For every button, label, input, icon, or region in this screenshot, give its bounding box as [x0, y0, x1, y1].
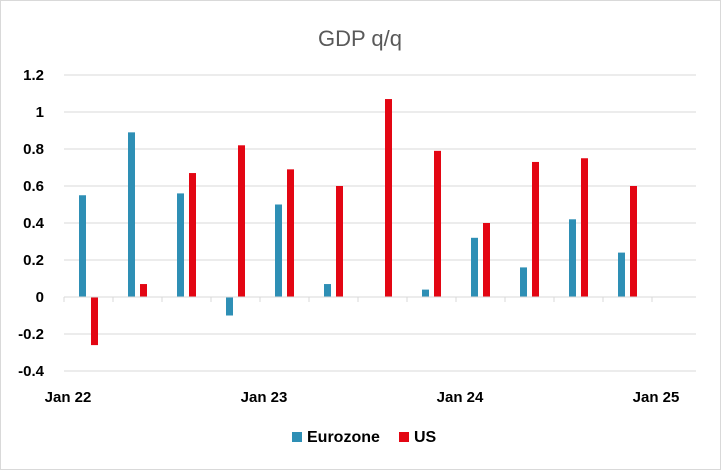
bar-eurozone	[79, 195, 86, 297]
bars	[79, 99, 637, 346]
bar-us	[140, 284, 147, 297]
legend-label-us: US	[414, 429, 437, 446]
bar-us	[287, 169, 294, 297]
y-axis: 1.2 1 0.8 0.6 0.4 0.2 0 -0.2 -0.4	[18, 67, 45, 380]
y-tick-label: 1	[36, 104, 44, 121]
bar-us	[630, 186, 637, 297]
x-axis: Jan 22 Jan 23 Jan 24 Jan 25	[45, 296, 696, 406]
legend-label-eurozone: Eurozone	[307, 429, 380, 446]
bar-us	[238, 145, 245, 297]
bar-eurozone	[422, 289, 429, 297]
x-tick-label: Jan 22	[45, 389, 92, 406]
bar-eurozone	[226, 297, 233, 316]
legend: Eurozone US	[292, 429, 437, 446]
y-tick-label: 0.4	[23, 215, 45, 232]
bar-eurozone	[618, 252, 625, 297]
y-tick-label: 0.2	[23, 252, 44, 269]
bar-us	[434, 150, 441, 297]
bar-eurozone	[128, 132, 135, 297]
bar-us	[385, 99, 392, 297]
bar-eurozone	[520, 267, 527, 297]
legend-swatch-eurozone	[292, 432, 302, 442]
bar-eurozone	[324, 284, 331, 297]
legend-swatch-us	[399, 432, 409, 442]
y-tick-label: 0.8	[23, 141, 44, 158]
y-tick-label: 0.6	[23, 178, 44, 195]
y-tick-label: -0.2	[18, 326, 44, 343]
y-tick-label: 1.2	[23, 67, 44, 84]
bar-us	[483, 223, 490, 297]
chart-title: GDP q/q	[318, 26, 402, 51]
bar-eurozone	[275, 204, 282, 297]
x-tick-label: Jan 23	[241, 389, 288, 406]
y-tick-label: 0	[36, 289, 44, 306]
bar-eurozone	[471, 237, 478, 297]
bar-eurozone	[177, 193, 184, 297]
bar-eurozone	[569, 219, 576, 297]
bar-us	[91, 297, 98, 346]
gridlines	[64, 74, 696, 372]
bar-us	[581, 158, 588, 297]
bar-us	[532, 161, 539, 297]
bar-us	[336, 186, 343, 297]
x-tick-label: Jan 25	[633, 389, 680, 406]
bar-us	[189, 173, 196, 297]
x-tick-label: Jan 24	[437, 389, 484, 406]
y-tick-label: -0.4	[18, 363, 45, 380]
